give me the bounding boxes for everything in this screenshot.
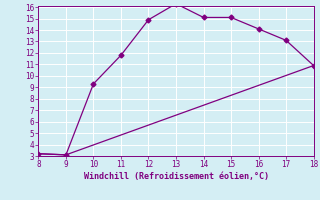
X-axis label: Windchill (Refroidissement éolien,°C): Windchill (Refroidissement éolien,°C) — [84, 172, 268, 181]
